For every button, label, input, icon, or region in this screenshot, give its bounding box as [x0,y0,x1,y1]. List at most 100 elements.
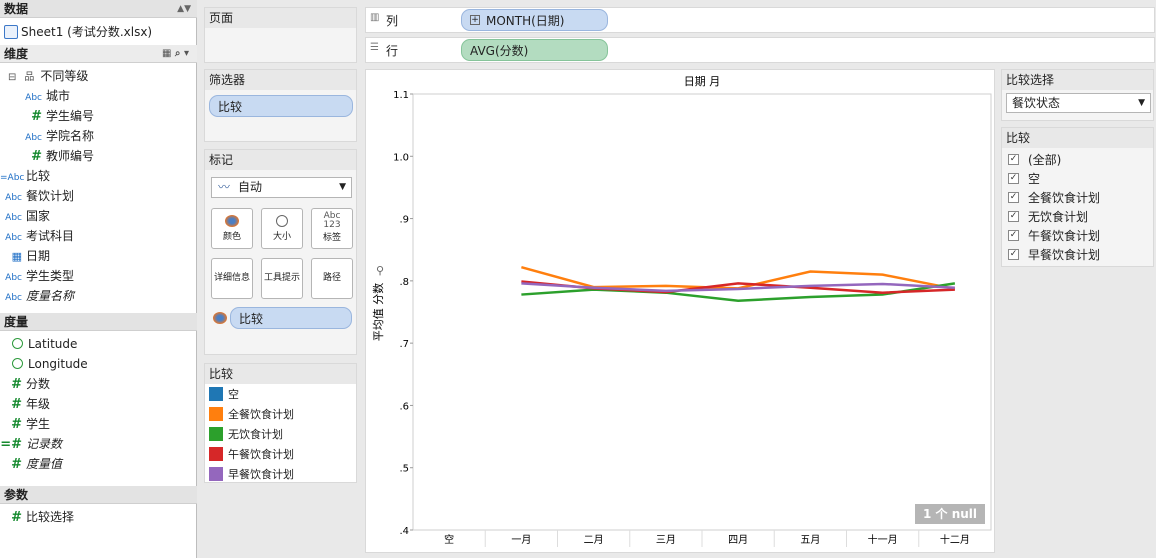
y-axis-label: 平均值 分数 [372,283,385,342]
pin-icon[interactable]: ⚲ [376,264,384,277]
legend-swatch [209,447,223,461]
color-pill[interactable]: 比较 [230,307,352,329]
checkbox-label[interactable]: 空 [1028,172,1041,186]
checkbox-label[interactable]: (全部) [1028,153,1062,167]
detail-button[interactable]: 详细信息 [211,258,253,299]
color-legend: 比较 空全餐饮食计划 无饮食计划 午餐饮食计划 早餐饮食计划 [204,363,357,483]
field-item[interactable]: Abc 考试科目 [0,226,74,246]
filters-title: 筛选器 [205,70,356,90]
field-item[interactable]: # 分数 [0,374,50,394]
checkbox[interactable]: ✓ [1008,154,1019,165]
checkbox-label[interactable]: 早餐饮食计划 [1028,248,1101,262]
rows-icon: ☰ [370,42,379,53]
marks-title: 标记 [205,150,356,170]
data-source[interactable]: Sheet1 (考试分数.xlsx) [4,22,152,42]
field-item[interactable]: # 学生编号 [20,106,94,126]
field-item[interactable]: Abc 学院名称 [20,126,94,146]
hierarchy-item[interactable]: ⊟ 品不同等级 [8,69,89,83]
checkbox-label[interactable]: 无饮食计划 [1028,210,1089,224]
checkbox[interactable]: ✓ [1008,192,1019,203]
checkbox-label[interactable]: 午餐饮食计划 [1028,229,1101,243]
field-item[interactable]: =# 记录数 [0,434,62,454]
field-item[interactable]: Longitude [12,354,88,374]
globe-icon [12,338,23,349]
field-item[interactable]: ▦ 日期 [0,246,50,266]
number-icon: # [11,377,22,392]
field-item[interactable]: # 教师编号 [20,146,94,166]
x-tick-label: 空 [444,533,454,546]
legend-label[interactable]: 早餐饮食计划 [228,468,294,481]
columns-shelf[interactable]: ▥ 列 + MONTH(日期) [365,7,1155,33]
legend-label[interactable]: 无饮食计划 [228,428,283,441]
field-item[interactable]: =Abc 比较 [0,166,50,186]
month-pill[interactable]: + MONTH(日期) [461,9,608,31]
datasource-icon [4,25,18,39]
size-button[interactable]: 大小 [261,208,303,249]
series-line[interactable] [521,265,956,291]
field-item[interactable]: Abc 餐饮计划 [0,186,74,206]
avg-pill[interactable]: AVG(分数) [461,39,608,61]
collapse-icon[interactable]: ⊟ [8,72,17,83]
field-item[interactable]: # 比较选择 [0,507,74,527]
mark-type-dropdown[interactable]: 〰自动 ▼ [211,177,352,198]
size-icon [276,215,288,227]
checkbox[interactable]: ✓ [1008,230,1019,241]
field-label: 学生编号 [46,109,95,123]
field-label: Latitude [28,337,78,351]
checkbox[interactable]: ✓ [1008,249,1019,260]
field-label: 分数 [26,377,51,391]
line-chart: 日期 月 .4 .5 .6 .7 .8 .9 1.0 1.1 空 一月 二月 三月 四月 五月 十一月 十二月 平… [372,75,992,547]
y-tick-label: .8 [399,277,409,288]
pages-card[interactable]: 页面 [204,7,357,63]
parameter-dropdown[interactable]: 餐饮状态 ▼ [1006,93,1151,113]
checkbox-label[interactable]: 全餐饮食计划 [1028,191,1101,205]
y-tick-label: .9 [399,215,409,226]
field-item[interactable]: Latitude [12,334,77,354]
field-item[interactable]: Abc 国家 [0,206,50,226]
label-button[interactable]: Abc 123 标签 [311,208,353,249]
number-icon: # [31,109,42,124]
y-tick-label: .6 [399,401,409,412]
path-button[interactable]: 路径 [311,258,353,299]
chevron-down-icon: ▼ [339,182,346,192]
columns-label: 列 [386,14,399,28]
dimensions-header: 维度 ▦ ⌕ ▾ [0,45,197,63]
field-item[interactable]: Abc 度量名称 [0,286,74,306]
y-tick-label: .5 [399,464,409,475]
legend-swatch [209,467,223,481]
number-icon: =# [0,437,22,452]
color-button[interactable]: 颜色 [211,208,253,249]
field-item[interactable]: Abc 城市 [20,86,70,106]
legend-label[interactable]: 午餐饮食计划 [228,448,294,461]
filters-card[interactable]: 筛选器 比较 [204,69,357,142]
field-item[interactable]: # 年级 [0,394,50,414]
string-icon: Abc [5,273,22,283]
null-badge[interactable]: 1 个 null [915,504,985,524]
x-tick-label: 三月 [656,534,676,546]
field-label: 度量值 [26,457,63,471]
filter-pill[interactable]: 比较 [209,95,353,117]
field-item[interactable]: # 学生 [0,414,50,434]
x-tick-label: 十一月 [868,533,898,546]
checkbox[interactable]: ✓ [1008,173,1019,184]
series-line[interactable] [521,282,955,293]
legend-label[interactable]: 全餐饮食计划 [228,408,294,421]
x-tick-label: 二月 [584,534,604,546]
field-item[interactable]: Abc 学生类型 [0,266,74,286]
calendar-icon: ▦ [11,250,22,263]
field-label: 国家 [26,209,51,223]
number-icon: # [11,417,22,432]
string-icon: Abc [5,213,22,223]
checkbox[interactable]: ✓ [1008,211,1019,222]
y-tick-label: .7 [399,339,409,350]
field-label: 餐饮计划 [26,189,75,203]
string-icon: Abc [5,193,22,203]
legend-label[interactable]: 空 [228,388,239,401]
search-icon[interactable]: ▦ ⌕ ▾ [161,48,189,59]
field-label: 学生 [26,417,51,431]
tooltip-button[interactable]: 工具提示 [261,258,303,299]
filter-card-title: 比较 [1002,128,1153,148]
rows-shelf[interactable]: ☰ 行 AVG(分数) [365,37,1155,63]
field-item[interactable]: # 度量值 [0,454,62,474]
number-icon: # [11,457,22,472]
